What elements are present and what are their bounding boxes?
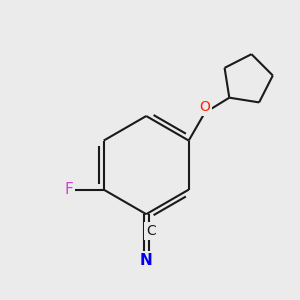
Text: F: F xyxy=(64,182,73,197)
Text: N: N xyxy=(140,253,153,268)
Text: O: O xyxy=(199,100,210,114)
Text: C: C xyxy=(146,224,156,238)
